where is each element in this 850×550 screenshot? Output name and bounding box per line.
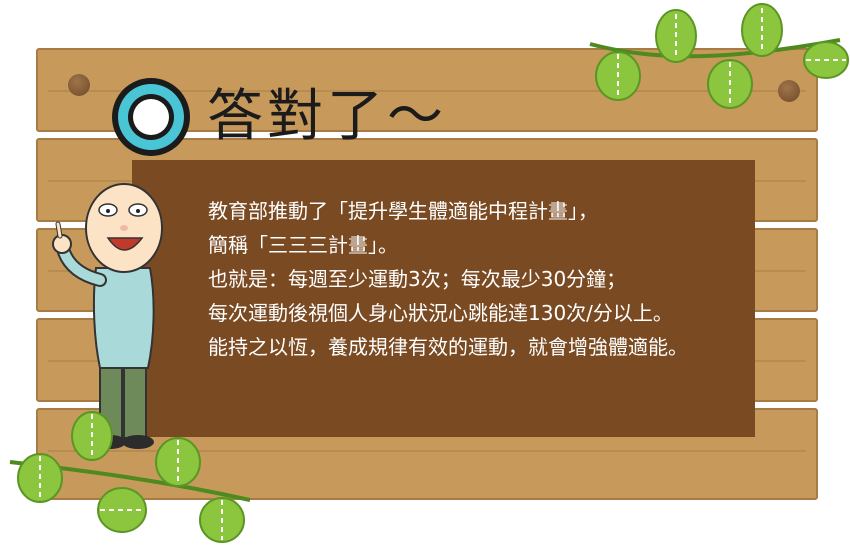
message-panel <box>132 160 755 437</box>
message-line: 能持之以恆，養成規律有效的運動，就會增強體適能。 <box>208 335 688 359</box>
nail-icon <box>68 74 90 96</box>
message-line: 簡稱「三三三計畫」。 <box>208 233 398 257</box>
circle-mark-icon <box>112 78 190 156</box>
message-line: 也就是：每週至少運動3次；每次最少30分鐘； <box>208 267 627 291</box>
message-line: 每次運動後視個人身心狀況心跳能達130次/分以上。 <box>208 301 673 325</box>
message-line: 教育部推動了「提升學生體適能中程計畫」， <box>208 199 598 223</box>
message-text: 教育部推動了「提升學生體適能中程計畫」， 簡稱「三三三計畫」。 也就是：每週至少… <box>208 196 688 366</box>
nail-icon <box>778 80 800 102</box>
title-text: 答對了～ <box>207 84 447 149</box>
